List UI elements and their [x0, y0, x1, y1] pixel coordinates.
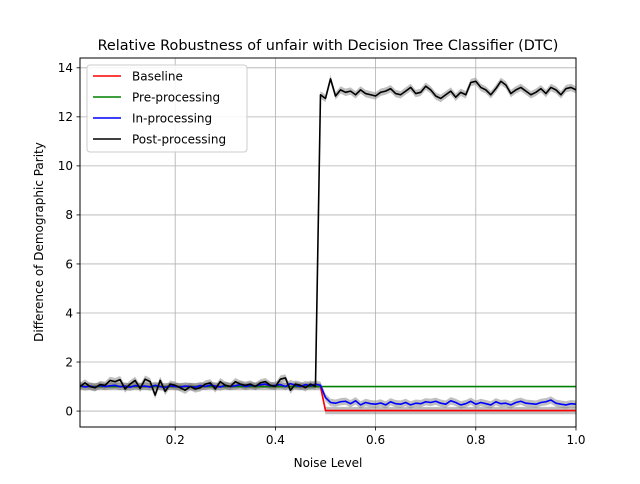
legend-label-in-processing: In-processing — [132, 111, 212, 125]
y-tick-label: 2 — [65, 355, 73, 369]
x-tick-label: 0.4 — [266, 433, 285, 447]
x-tick-label: 0.8 — [466, 433, 485, 447]
y-axis-label: Difference of Demographic Parity — [32, 142, 46, 342]
x-axis-label: Noise Level — [294, 456, 363, 470]
series-lines — [79, 78, 577, 412]
y-tick-label: 0 — [65, 404, 73, 418]
x-tick-label: 0.2 — [166, 433, 185, 447]
legend-label-baseline: Baseline — [132, 69, 183, 83]
legend-label-pre-processing: Pre-processing — [132, 90, 220, 104]
y-axis-ticks: 0 2 4 6 8 10 12 14 — [58, 61, 80, 418]
legend: Baseline Pre-processing In-processing Post-… — [86, 64, 248, 153]
x-axis-ticks: 0.2 0.4 0.6 0.8 1.0 — [166, 427, 586, 447]
chart-title: Relative Robustness of unfair with Decis… — [98, 38, 559, 54]
y-tick-label: 8 — [65, 208, 73, 222]
y-tick-label: 6 — [65, 257, 73, 271]
post-processing-line — [79, 78, 577, 396]
legend-label-post-processing: Post-processing — [132, 132, 226, 146]
y-tick-label: 10 — [58, 159, 73, 173]
y-tick-label: 4 — [65, 306, 73, 320]
x-tick-label: 1.0 — [566, 433, 585, 447]
grid — [80, 58, 577, 427]
x-tick-label: 0.6 — [366, 433, 385, 447]
plot-frame — [79, 57, 577, 428]
legend-box — [86, 64, 248, 153]
y-tick-label: 14 — [58, 61, 73, 75]
y-tick-label: 12 — [58, 110, 73, 124]
